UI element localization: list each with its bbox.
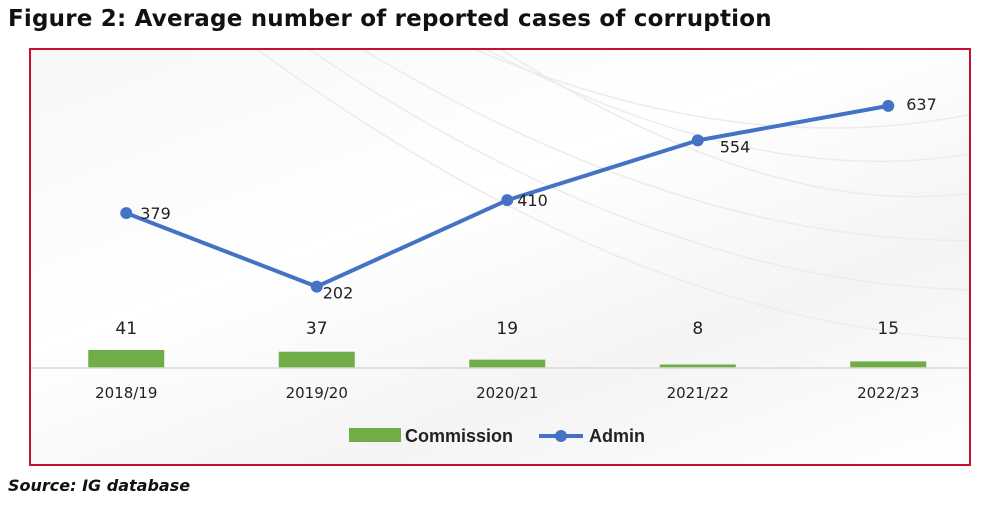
- legend-label-commission: Commission: [405, 426, 513, 446]
- background-waves: [256, 50, 969, 340]
- admin-value-label: 410: [517, 191, 548, 210]
- admin-value-label: 554: [720, 137, 751, 156]
- commission-bar-2019-20: [278, 351, 355, 368]
- legend: Commission Admin: [349, 426, 645, 446]
- admin-point-labels: 379 202 410 554 637: [140, 95, 937, 303]
- chart-svg: 41 37 19 8 15 2018/19 2019/20 2020/21 2021/22 20…: [31, 50, 969, 446]
- x-tick-label: 2019/20: [286, 384, 348, 402]
- commission-value-label: 41: [115, 319, 137, 339]
- commission-bar-2018-19: [88, 349, 165, 368]
- x-tick-label: 2018/19: [95, 384, 157, 402]
- commission-value-label: 19: [496, 319, 518, 339]
- admin-point-2019-20: [310, 280, 323, 293]
- x-tick-label: 2022/23: [857, 384, 919, 402]
- commission-bar-labels: 41 37 19 8 15: [115, 319, 899, 339]
- commission-value-label: 37: [306, 319, 328, 339]
- admin-value-label: 379: [140, 204, 171, 223]
- admin-point-2021-22: [691, 134, 704, 147]
- commission-value-label: 15: [877, 319, 899, 339]
- legend-swatch-commission: [349, 428, 401, 442]
- x-tick-label: 2020/21: [476, 384, 538, 402]
- legend-label-admin: Admin: [589, 426, 645, 446]
- commission-bars: [88, 349, 927, 368]
- legend-swatch-admin-marker: [555, 430, 567, 442]
- admin-point-2020-21: [501, 194, 514, 207]
- source-note: Source: IG database: [8, 476, 191, 495]
- admin-point-2022-23: [882, 99, 895, 112]
- chart-title: Figure 2: Average number of reported cas…: [8, 6, 772, 32]
- admin-value-label: 637: [906, 95, 937, 114]
- x-tick-labels: 2018/19 2019/20 2020/21 2021/22 2022/23: [95, 384, 919, 402]
- commission-bar-2021-22: [659, 364, 736, 368]
- admin-point-2018-19: [120, 207, 133, 220]
- commission-bar-2022-23: [850, 361, 927, 368]
- x-tick-label: 2021/22: [667, 384, 729, 402]
- admin-value-label: 202: [323, 284, 354, 303]
- chart-frame: 41 37 19 8 15 2018/19 2019/20 2020/21 2021/22 20…: [29, 48, 971, 466]
- commission-bar-2020-21: [469, 359, 546, 368]
- commission-value-label: 8: [692, 319, 703, 339]
- admin-line: [120, 99, 895, 293]
